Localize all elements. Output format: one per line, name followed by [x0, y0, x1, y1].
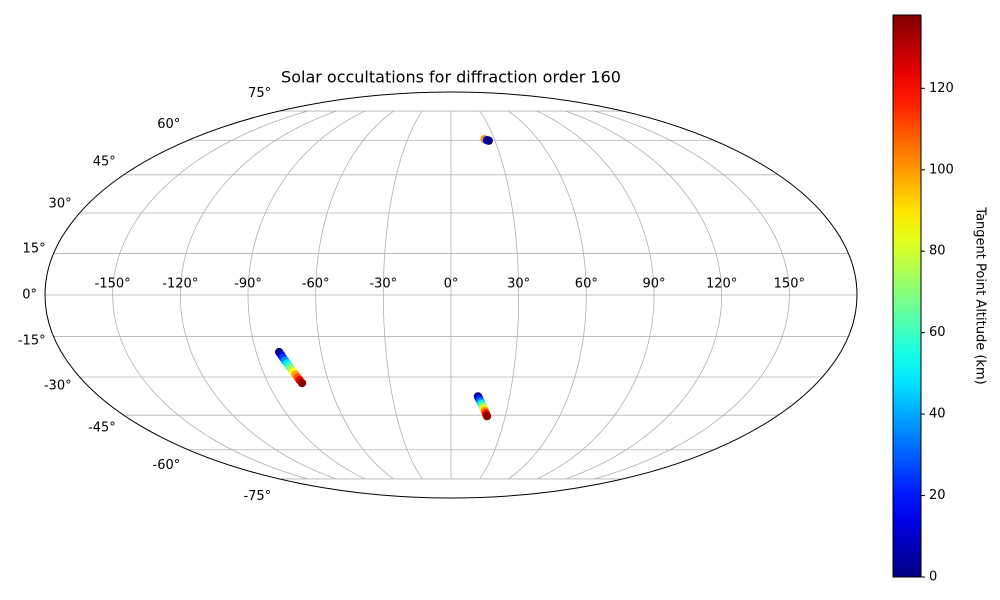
x-tick-label: 120° — [706, 277, 737, 292]
colorbar — [892, 14, 922, 578]
y-tick-label: -75° — [243, 489, 271, 504]
y-tick-label: 45° — [93, 155, 116, 170]
map-outline — [44, 91, 858, 499]
x-tick-label: 0° — [444, 277, 459, 292]
x-tick-label: -90° — [234, 277, 262, 292]
colorbar-tick-label: 0 — [929, 570, 937, 585]
x-tick-label: 90° — [642, 277, 665, 292]
y-tick-label: 15° — [23, 241, 46, 256]
colorbar-tick-label: 120 — [929, 81, 954, 96]
y-tick-label: 0° — [22, 288, 37, 303]
y-tick-label: -60° — [153, 458, 181, 473]
x-tick-label: 150° — [774, 277, 805, 292]
colorbar-axis: 0 20 40 60 80 100 120 — [921, 81, 954, 585]
x-tick-label: 60° — [575, 277, 598, 292]
colorbar-label: Tangent Point Altitude (km) — [973, 206, 988, 384]
x-tick-label: -30° — [369, 277, 397, 292]
points — [274, 134, 494, 421]
y-tick-label: -15° — [18, 334, 46, 349]
colorbar-tick-label: 100 — [929, 162, 954, 177]
data-point — [297, 378, 307, 388]
data-point — [484, 136, 494, 145]
colorbar-tick-label: 20 — [929, 488, 946, 503]
y-tick-label: 60° — [157, 117, 180, 132]
x-tick-label: -120° — [162, 277, 198, 292]
y-tick-label: 75° — [248, 86, 271, 101]
colorbar-tick-label: 40 — [929, 407, 946, 422]
x-tick-label: -60° — [302, 277, 330, 292]
y-tick-label: -30° — [44, 379, 72, 394]
x-tick-label: 30° — [507, 277, 530, 292]
data-point — [482, 411, 492, 421]
y-tick-label: 30° — [49, 196, 72, 211]
colorbar-tick-label: 80 — [929, 244, 946, 259]
grid — [45, 110, 857, 480]
labels: -150° -120° -90° -60° -30° 0° 30° 60° 90° 120° 150… — [18, 86, 805, 504]
x-tick-label: -150° — [95, 277, 131, 292]
y-tick-label: -45° — [88, 420, 116, 435]
colorbar-tick-label: 60 — [929, 325, 946, 340]
chart-title: Solar occultations for diffraction order… — [281, 68, 621, 87]
